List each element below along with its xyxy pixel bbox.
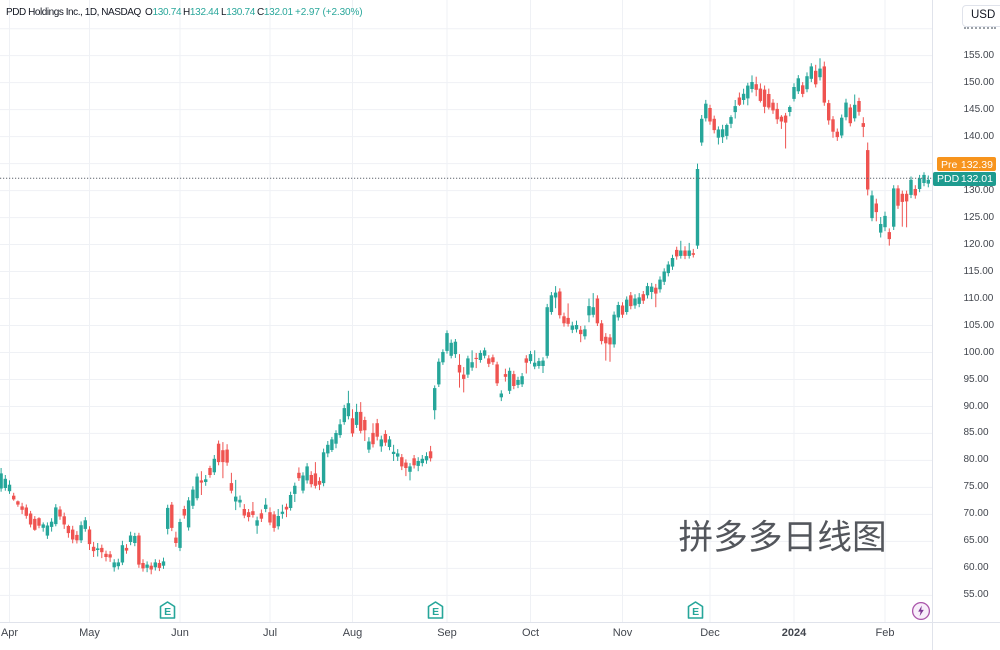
svg-text:E: E [432, 606, 439, 618]
svg-text:E: E [692, 606, 699, 618]
svg-text:E: E [164, 606, 171, 618]
